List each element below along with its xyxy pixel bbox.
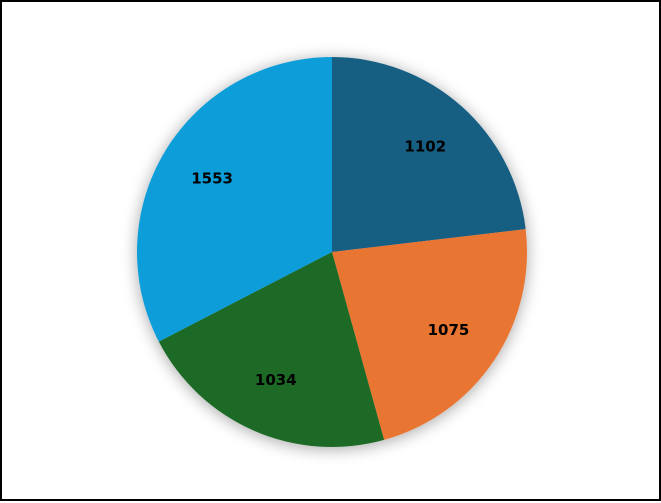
slice-label-1075: 1075 — [428, 321, 470, 339]
slice-label-1034: 1034 — [255, 371, 297, 389]
pie-slice-1102 — [332, 57, 526, 252]
slice-label-1553: 1553 — [191, 170, 233, 188]
pie-slice-1075 — [332, 229, 528, 440]
pie-slice-1553 — [137, 57, 332, 342]
pie-slice-1034 — [158, 252, 385, 448]
pie-labels: 1102 1075 1034 1553 — [191, 138, 469, 390]
slice-label-1102: 1102 — [404, 138, 446, 156]
pie-slices — [137, 57, 528, 448]
